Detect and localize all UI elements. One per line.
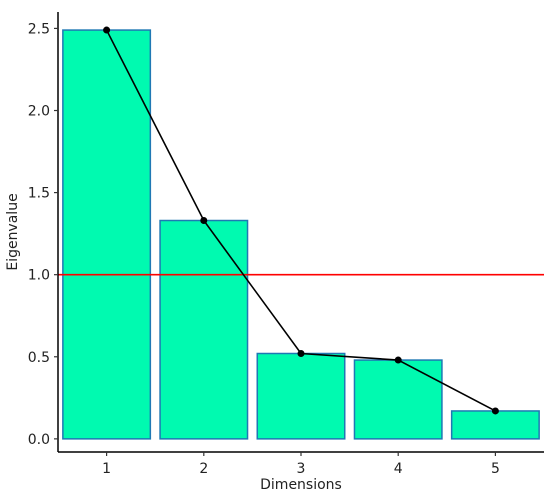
y-tick-label: 1.0 <box>28 268 50 284</box>
x-tick-label: 4 <box>394 461 403 477</box>
bar-1 <box>62 29 152 440</box>
y-axis-title: Eigenvalue <box>5 193 21 270</box>
bar-4 <box>353 359 443 440</box>
x-tick-label: 3 <box>297 461 306 477</box>
x-tick-label: 5 <box>491 461 500 477</box>
bar-3 <box>256 352 346 440</box>
y-tick-label: 2.0 <box>28 104 50 120</box>
y-tick-label: 0.5 <box>28 350 50 366</box>
line-series-group <box>103 26 499 415</box>
bars-group <box>62 29 540 440</box>
point-1 <box>103 26 111 34</box>
point-2 <box>200 217 208 225</box>
y-tick-label: 0.0 <box>28 432 50 448</box>
point-5 <box>491 407 499 415</box>
point-3 <box>297 349 305 357</box>
x-tick-label: 1 <box>102 461 111 477</box>
y-ticks-group: 0.0 0.5 1.0 1.5 2.0 2.5 <box>28 21 58 448</box>
bar-2 <box>159 219 249 440</box>
x-ticks-group: 1 2 3 4 5 <box>102 452 500 477</box>
y-tick-label: 1.5 <box>28 186 50 202</box>
bar-5 <box>450 410 540 440</box>
x-axis-title: Dimensions <box>260 477 342 493</box>
x-tick-label: 2 <box>199 461 208 477</box>
y-tick-label: 2.5 <box>28 21 50 37</box>
point-4 <box>394 356 402 364</box>
